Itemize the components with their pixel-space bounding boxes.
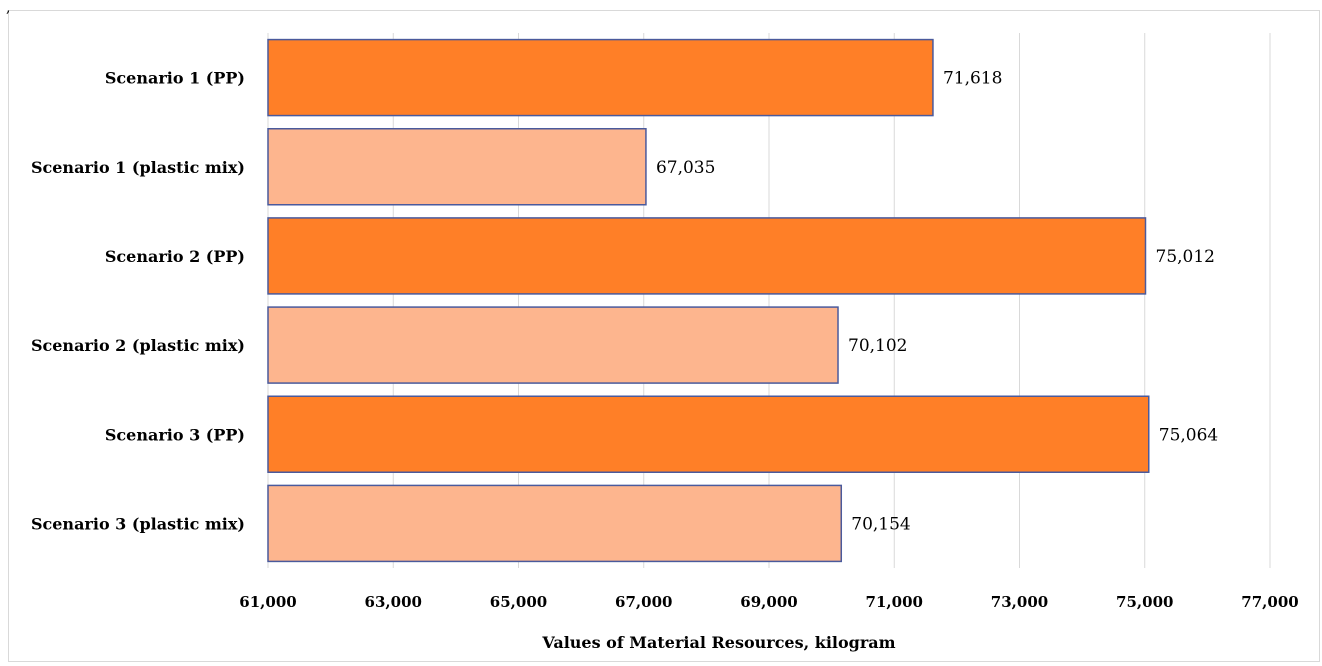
data-label: 70,102 [848, 336, 907, 356]
x-tick-label: 65,000 [490, 593, 547, 611]
x-tick-label: 77,000 [1241, 593, 1298, 611]
bar [267, 306, 839, 384]
bar [267, 395, 1150, 473]
category-label: Scenario 3 (PP) [105, 425, 245, 444]
bar [267, 217, 1147, 295]
x-tick-label: 63,000 [365, 593, 422, 611]
data-label: 75,064 [1159, 425, 1218, 445]
bar [267, 38, 934, 117]
category-label: Scenario 2 (plastic mix) [31, 336, 245, 355]
value-labels: 71,618 67,035 75,012 70,102 75,064 70,154 [656, 69, 1218, 535]
data-label: 67,035 [656, 158, 715, 178]
x-tick-label: 75,000 [1116, 593, 1173, 611]
data-label: 71,618 [943, 69, 1002, 89]
chart-frame [8, 10, 1320, 662]
x-tick-label: 73,000 [991, 593, 1048, 611]
category-label: Scenario 1 (plastic mix) [31, 158, 245, 177]
category-label: Scenario 3 (plastic mix) [31, 514, 245, 533]
bar [267, 484, 843, 563]
data-label: 70,154 [851, 514, 910, 534]
category-label: Scenario 1 (PP) [105, 69, 245, 88]
bars [267, 38, 1150, 563]
x-tick-label: 67,000 [615, 593, 672, 611]
x-axis-title: Values of Material Resources, kilogram [541, 633, 895, 652]
x-tick-label: 69,000 [740, 593, 797, 611]
corner-mark: , [6, 0, 11, 16]
data-label: 75,012 [1156, 247, 1215, 267]
category-labels: Scenario 1 (PP) Scenario 1 (plastic mix) S… [31, 69, 245, 534]
grid-lines [267, 33, 1271, 568]
x-tick-labels: 61,000 63,000 65,000 67,000 69,000 71,000 73,0… [239, 593, 1298, 611]
category-label: Scenario 2 (PP) [105, 247, 245, 266]
x-tick-label: 61,000 [239, 593, 296, 611]
bar [267, 128, 647, 206]
x-tick-label: 71,000 [866, 593, 923, 611]
